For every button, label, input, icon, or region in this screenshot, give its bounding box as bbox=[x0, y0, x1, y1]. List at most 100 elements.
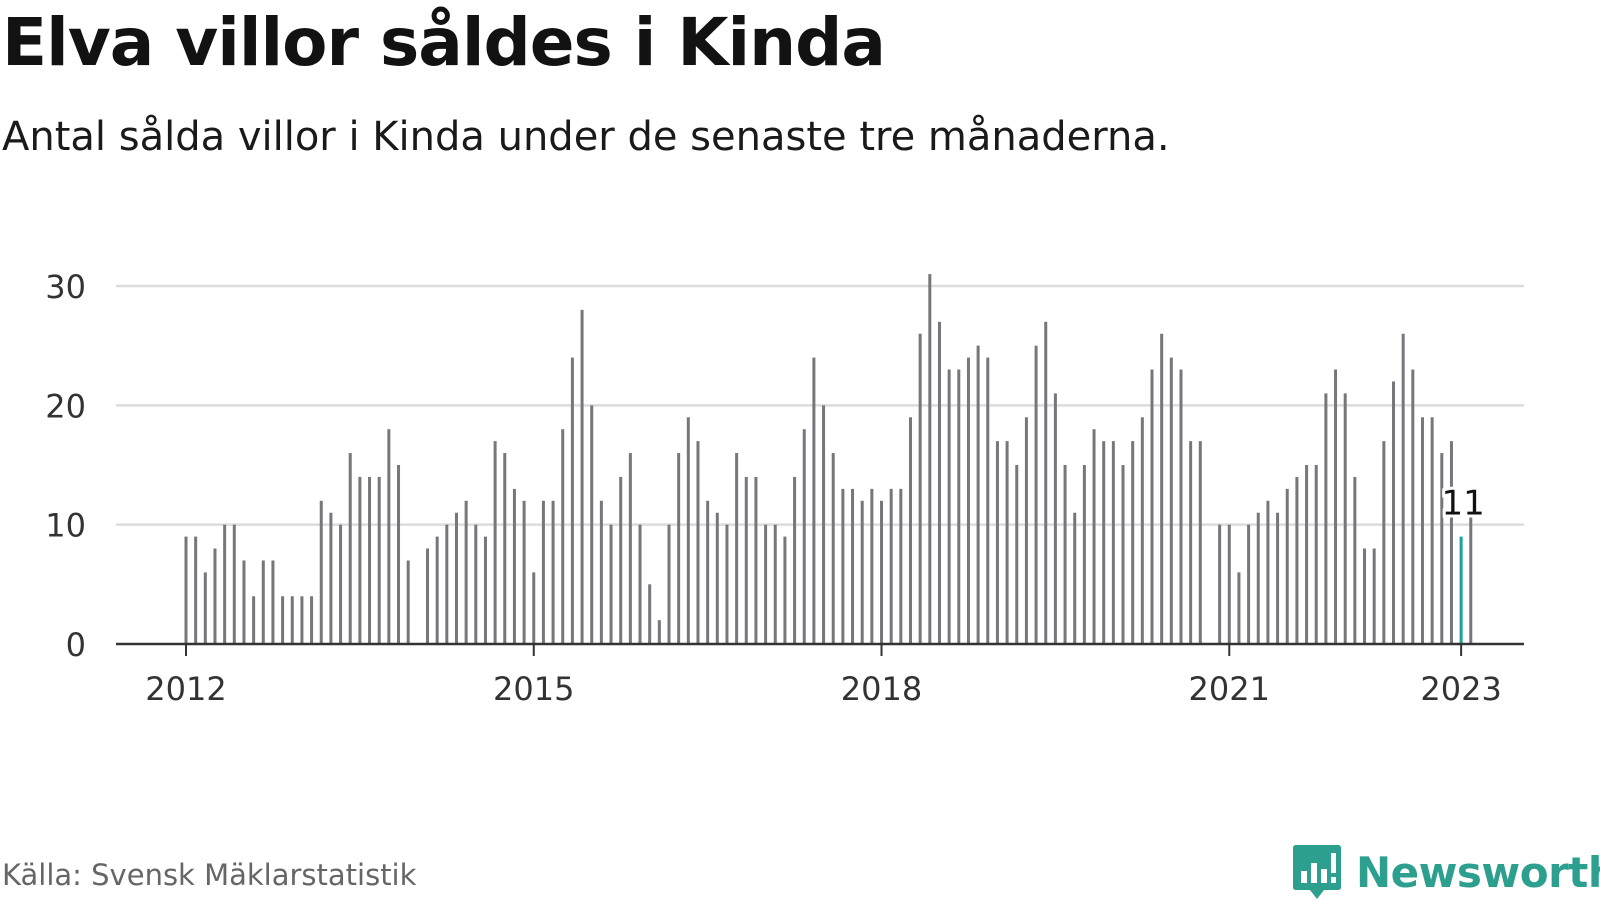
bar bbox=[1227, 524, 1231, 644]
bar bbox=[1256, 512, 1260, 644]
bar bbox=[1363, 548, 1367, 644]
bar bbox=[986, 357, 990, 644]
gridlines bbox=[116, 284, 1524, 526]
y-tick-label: 20 bbox=[45, 387, 86, 425]
bar bbox=[918, 333, 922, 644]
bar bbox=[928, 274, 932, 644]
bar bbox=[512, 488, 516, 644]
bar bbox=[1179, 369, 1183, 644]
bar bbox=[194, 536, 198, 644]
bar bbox=[657, 620, 661, 644]
bar bbox=[1131, 441, 1135, 644]
newsworthy-logo-icon bbox=[1293, 845, 1341, 899]
bar bbox=[648, 584, 652, 644]
bar bbox=[735, 453, 739, 644]
bar bbox=[831, 453, 835, 644]
bar bbox=[1073, 512, 1077, 644]
bar bbox=[599, 500, 603, 644]
bar bbox=[368, 476, 372, 644]
x-tick-label: 2015 bbox=[493, 670, 574, 708]
chart-title: Elva villor såldes i Kinda bbox=[2, 4, 886, 81]
bar bbox=[947, 369, 951, 644]
bar bbox=[1353, 476, 1357, 644]
brand-logo: Newsworthy bbox=[1292, 842, 1600, 902]
bar bbox=[870, 488, 874, 644]
bar bbox=[271, 560, 275, 644]
bar bbox=[319, 500, 323, 644]
bar bbox=[1189, 441, 1193, 644]
bar bbox=[329, 512, 333, 644]
bar bbox=[880, 500, 884, 644]
bar bbox=[339, 524, 343, 644]
bar bbox=[638, 524, 642, 644]
bar bbox=[223, 524, 227, 644]
bar bbox=[570, 357, 574, 644]
bar bbox=[1102, 441, 1106, 644]
bar bbox=[1005, 441, 1009, 644]
bar bbox=[1372, 548, 1376, 644]
bar bbox=[783, 536, 787, 644]
bar bbox=[348, 453, 352, 644]
bar bbox=[503, 453, 507, 644]
bar bbox=[860, 500, 864, 644]
bar bbox=[1392, 381, 1395, 644]
x-tick-label: 2023 bbox=[1420, 670, 1501, 708]
y-tick-label: 10 bbox=[45, 507, 86, 545]
bar bbox=[1334, 369, 1338, 644]
bar bbox=[754, 476, 758, 644]
chart-subtitle: Antal sålda villor i Kinda under de sena… bbox=[2, 114, 1170, 160]
bar bbox=[561, 429, 565, 644]
x-tick-label: 2012 bbox=[145, 670, 226, 708]
bar bbox=[474, 524, 478, 644]
bar bbox=[281, 596, 285, 644]
bar bbox=[628, 453, 632, 644]
bar bbox=[1237, 572, 1241, 644]
bar bbox=[232, 524, 236, 644]
x-tick-label: 2021 bbox=[1189, 670, 1270, 708]
bars bbox=[184, 274, 1473, 644]
bar bbox=[822, 405, 826, 644]
brand-name: Newsworthy bbox=[1356, 847, 1600, 897]
bar bbox=[696, 441, 700, 644]
bar bbox=[1440, 453, 1444, 644]
bar bbox=[1469, 512, 1473, 644]
x-axis-labels: 2012 2015 2018 2021 2023 bbox=[145, 670, 1502, 708]
bar bbox=[899, 488, 903, 644]
bar bbox=[1314, 465, 1318, 644]
bar bbox=[1343, 393, 1347, 644]
bar bbox=[252, 596, 256, 644]
bar bbox=[1121, 465, 1125, 644]
bar bbox=[377, 476, 381, 644]
bar bbox=[358, 476, 362, 644]
bar bbox=[551, 500, 555, 644]
source-note: Källa: Svensk Mäklarstatistik bbox=[2, 858, 417, 892]
y-axis-labels: 0 10 20 30 bbox=[45, 268, 86, 664]
bar bbox=[851, 488, 855, 644]
bar bbox=[1044, 321, 1048, 644]
bar bbox=[793, 476, 797, 644]
bar bbox=[242, 560, 246, 644]
bar bbox=[184, 536, 188, 644]
bar bbox=[290, 596, 294, 644]
bar bbox=[590, 405, 594, 644]
bar bbox=[889, 488, 893, 644]
bar bbox=[310, 596, 314, 644]
bar bbox=[426, 548, 429, 644]
bar bbox=[686, 417, 690, 644]
bar bbox=[532, 572, 536, 644]
bar bbox=[464, 500, 468, 644]
bar bbox=[1266, 500, 1270, 644]
bar bbox=[667, 524, 671, 644]
bar bbox=[841, 488, 845, 644]
bar bbox=[1382, 441, 1386, 644]
bar bbox=[715, 512, 719, 644]
bar bbox=[1063, 465, 1067, 644]
bar bbox=[493, 441, 497, 644]
bar bbox=[406, 560, 410, 644]
bar bbox=[609, 524, 613, 644]
bar bbox=[1034, 345, 1038, 644]
bar bbox=[1218, 524, 1222, 644]
x-tick-label: 2018 bbox=[841, 670, 922, 708]
bar bbox=[387, 429, 391, 644]
bar-chart: 0 10 20 30 2012 2015 2018 2021 2023 11 bbox=[45, 268, 1524, 708]
